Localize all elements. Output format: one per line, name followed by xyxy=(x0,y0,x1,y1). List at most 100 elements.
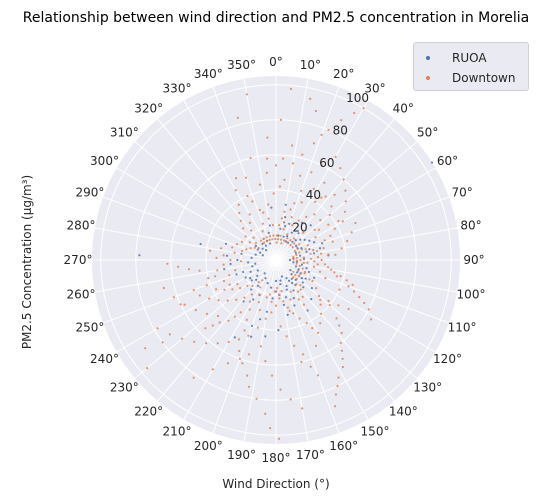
point-downtown-119 xyxy=(144,347,147,350)
point-downtown-94 xyxy=(243,296,246,299)
point-downtown-229 xyxy=(370,318,373,321)
point-downtown-250 xyxy=(278,437,281,440)
theta-tick-label-30: 30° xyxy=(364,82,385,96)
point-ruoa-41 xyxy=(265,310,268,313)
theta-gridline-240 xyxy=(116,259,277,353)
point-downtown-291 xyxy=(295,277,298,280)
theta-tick-label-40: 40° xyxy=(393,101,414,115)
point-ruoa-115 xyxy=(223,268,226,271)
point-ruoa-29 xyxy=(301,281,304,284)
point-downtown-276 xyxy=(268,293,271,296)
point-downtown-116 xyxy=(172,296,175,299)
point-ruoa-49 xyxy=(256,274,259,277)
point-downtown-24 xyxy=(362,107,365,110)
point-ruoa-42 xyxy=(259,318,262,321)
point-downtown-32 xyxy=(248,221,251,224)
point-ruoa-7 xyxy=(286,235,289,238)
radial-tick-labels: 20 40 60 80 100 xyxy=(292,91,369,235)
point-downtown-25 xyxy=(289,87,293,90)
point-ruoa-26 xyxy=(313,276,316,279)
point-downtown-52 xyxy=(312,265,316,268)
point-downtown-327 xyxy=(271,238,274,241)
point-ruoa-122 xyxy=(303,238,306,241)
theta-tick-label-230: 230° xyxy=(110,380,139,394)
point-ruoa-9 xyxy=(301,221,304,224)
point-downtown-137 xyxy=(320,312,323,315)
point-downtown-40 xyxy=(313,213,316,216)
point-downtown-27 xyxy=(266,136,269,139)
point-downtown-110 xyxy=(236,283,239,286)
theta-tick-label-150: 150° xyxy=(361,425,390,439)
point-downtown-213 xyxy=(316,250,319,253)
point-downtown-79 xyxy=(168,333,171,336)
point-downtown-124 xyxy=(238,357,242,360)
point-ruoa-19 xyxy=(299,254,302,257)
point-downtown-115 xyxy=(183,303,186,306)
point-downtown-208 xyxy=(333,227,336,230)
point-ruoa-52 xyxy=(249,270,252,273)
point-downtown-266 xyxy=(211,324,214,327)
point-downtown-146 xyxy=(323,263,326,266)
point-downtown-174 xyxy=(177,265,180,268)
point-ruoa-45 xyxy=(252,298,255,301)
point-downtown-232 xyxy=(327,299,330,303)
point-downtown-39 xyxy=(305,215,308,218)
point-downtown-158 xyxy=(339,167,342,170)
point-downtown-297 xyxy=(301,267,304,270)
legend-marker-downtown xyxy=(426,76,430,80)
point-downtown-38 xyxy=(297,219,300,222)
point-ruoa-21 xyxy=(288,258,292,262)
point-downtown-35 xyxy=(254,242,257,245)
point-downtown-73 xyxy=(237,338,241,341)
point-downtown-104 xyxy=(231,288,234,291)
point-downtown-11 xyxy=(262,211,265,214)
point-downtown-149 xyxy=(340,247,343,250)
point-downtown-199 xyxy=(321,164,324,167)
point-downtown-259 xyxy=(245,318,248,321)
point-downtown-23 xyxy=(353,111,356,115)
point-downtown-230 xyxy=(347,307,350,311)
point-downtown-187 xyxy=(238,211,241,215)
theta-tick-label-110: 110° xyxy=(448,321,477,335)
theta-gridline-220 xyxy=(157,259,277,402)
point-downtown-309 xyxy=(296,246,299,249)
point-downtown-218 xyxy=(313,260,316,263)
point-downtown-203 xyxy=(330,205,333,208)
point-ruoa-114 xyxy=(235,273,238,276)
point-downtown-249 xyxy=(279,325,282,328)
point-downtown-331 xyxy=(265,240,268,243)
point-downtown-240 xyxy=(341,365,344,369)
theta-tick-label-160: 160° xyxy=(329,439,358,453)
point-downtown-228 xyxy=(367,308,370,311)
point-ruoa-5 xyxy=(284,203,287,206)
point-downtown-305 xyxy=(295,253,298,256)
point-downtown-9 xyxy=(271,224,274,227)
theta-tick-label-10: 10° xyxy=(300,58,321,72)
point-downtown-246 xyxy=(301,353,305,356)
point-ruoa-82 xyxy=(292,261,295,264)
point-downtown-77 xyxy=(193,340,196,343)
point-ruoa-18 xyxy=(305,250,308,253)
point-downtown-217 xyxy=(309,257,313,260)
point-ruoa-46 xyxy=(256,284,259,287)
point-downtown-138 xyxy=(319,303,322,306)
point-downtown-53 xyxy=(318,270,322,273)
point-ruoa-104 xyxy=(285,277,288,280)
point-ruoa-78 xyxy=(291,240,294,243)
point-downtown-181 xyxy=(235,243,239,246)
point-ruoa-59 xyxy=(250,256,253,259)
point-ruoa-50 xyxy=(249,277,252,280)
point-downtown-86 xyxy=(229,258,232,262)
point-ruoa-67 xyxy=(265,249,268,252)
point-downtown-168 xyxy=(300,201,303,204)
point-downtown-253 xyxy=(255,397,258,400)
point-downtown-185 xyxy=(242,227,245,230)
point-downtown-298 xyxy=(298,264,301,267)
theta-gridline-190 xyxy=(243,259,277,442)
point-downtown-263 xyxy=(233,315,236,318)
point-ruoa-93 xyxy=(233,336,236,339)
point-ruoa-113 xyxy=(244,276,247,279)
point-downtown-169 xyxy=(312,187,315,190)
point-downtown-242 xyxy=(336,384,339,388)
